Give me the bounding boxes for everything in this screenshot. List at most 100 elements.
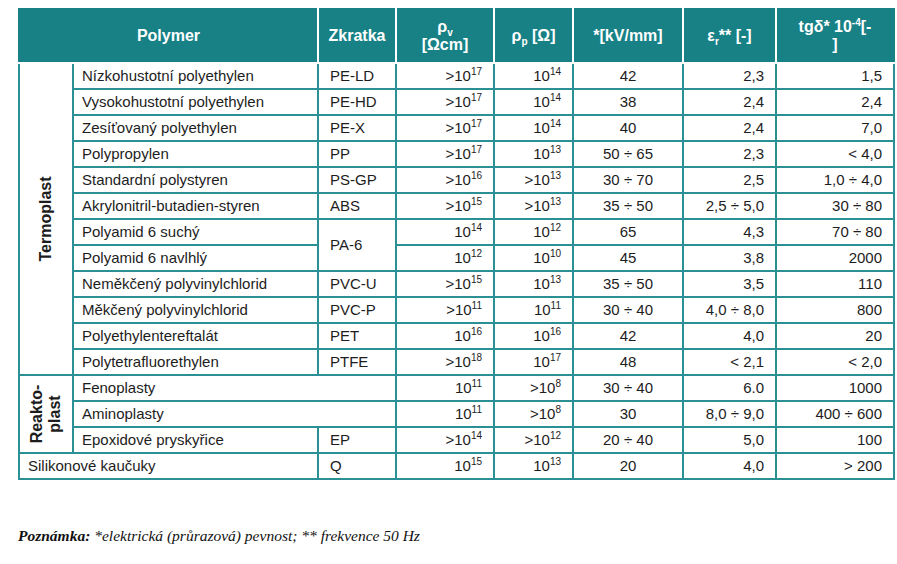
cell-strength: 40: [573, 115, 683, 141]
cell-strength: 50 ÷ 65: [573, 141, 683, 167]
cell-rho-v: 1012: [396, 245, 494, 271]
cell-rho-p: 1013: [494, 453, 573, 479]
cell-rho-p: 1011: [494, 297, 573, 323]
cell-strength: 45: [573, 245, 683, 271]
cell-rho-v: >1016: [396, 167, 494, 193]
column-header-zkratka: Zkratka: [318, 9, 396, 63]
cell-abbreviation: PET: [318, 323, 396, 349]
column-header-polymer: Polymer: [19, 9, 318, 63]
cell-rho-v: 1014: [396, 219, 494, 245]
table-row: Zesíťovaný polyethylenPE-X>10171014402,4…: [19, 115, 894, 141]
cell-rho-p: >1013: [494, 167, 573, 193]
cell-eps-r: 6.0: [683, 375, 776, 401]
cell-rho-v: 1011: [396, 375, 494, 401]
cell-eps-r: 3,8: [683, 245, 776, 271]
cell-rho-v: 1016: [396, 323, 494, 349]
table-row: Neměkčený polyvinylchloridPVC-U>10151013…: [19, 271, 894, 297]
cell-eps-r: 2,4: [683, 115, 776, 141]
cell-eps-r: 4,0 ÷ 8,0: [683, 297, 776, 323]
table-row: PolypropylenPP>1017101350 ÷ 652,3< 4,0: [19, 141, 894, 167]
footnote-text: *elektrická (průrazová) pevnost; ** frek…: [90, 527, 420, 544]
cell-strength: 30 ÷ 40: [573, 375, 683, 401]
cell-rho-p: 1014: [494, 63, 573, 89]
cell-tgd: 1000: [776, 375, 894, 401]
cell-category: Reakto- plast: [19, 375, 73, 453]
cell-rho-v: >1017: [396, 63, 494, 89]
cell-tgd: 30 ÷ 80: [776, 193, 894, 219]
table-row: Reakto- plastFenoplasty1011>10830 ÷ 406.…: [19, 375, 894, 401]
cell-rho-v: >1014: [396, 427, 494, 453]
cell-polymer-name: Neměkčený polyvinylchlorid: [73, 271, 318, 297]
cell-rho-v: >1015: [396, 271, 494, 297]
cell-abbreviation: EP: [318, 427, 396, 453]
cell-tgd: 2,4: [776, 89, 894, 115]
cell-eps-r: 2,4: [683, 89, 776, 115]
cell-abbreviation: PTFE: [318, 349, 396, 375]
cell-tgd: < 4,0: [776, 141, 894, 167]
footnote-label: Poznámka:: [18, 527, 90, 544]
column-header-rho-p: ρp [Ω]: [494, 9, 573, 63]
cell-tgd: < 2,0: [776, 349, 894, 375]
table-row: Měkčený polyvinylchloridPVC-P>1011101130…: [19, 297, 894, 323]
cell-strength: 48: [573, 349, 683, 375]
table-header: PolymerZkratkaρv[Ωcm]ρp [Ω]*[kV/mm]εr** …: [19, 9, 894, 63]
document-page: PolymerZkratkaρv[Ωcm]ρp [Ω]*[kV/mm]εr** …: [0, 0, 897, 564]
cell-abbreviation: PVC-U: [318, 271, 396, 297]
cell-abbreviation: PE-HD: [318, 89, 396, 115]
cell-tgd: 400 ÷ 600: [776, 401, 894, 427]
cell-eps-r: 8,0 ÷ 9,0: [683, 401, 776, 427]
cell-polymer-name: Nízkohustotní polyethylen: [73, 63, 318, 89]
cell-rho-p: 1013: [494, 141, 573, 167]
category-label: Termoplast: [37, 176, 55, 261]
cell-tgd: 2000: [776, 245, 894, 271]
cell-tgd: 7,0: [776, 115, 894, 141]
cell-tgd: 20: [776, 323, 894, 349]
cell-polymer-name: Fenoplasty: [73, 375, 396, 401]
cell-strength: 42: [573, 63, 683, 89]
cell-rho-p: >1012: [494, 427, 573, 453]
cell-abbreviation: Q: [318, 453, 396, 479]
cell-rho-p: >1013: [494, 193, 573, 219]
table-row: Akrylonitril-butadien-styrenABS>1015>101…: [19, 193, 894, 219]
cell-rho-v: 1011: [396, 401, 494, 427]
cell-rho-v: >1017: [396, 89, 494, 115]
cell-rho-v: >1015: [396, 193, 494, 219]
table-row: Epoxidové pryskyřiceEP>1014>101220 ÷ 405…: [19, 427, 894, 453]
footnote: Poznámka: *elektrická (průrazová) pevnos…: [18, 527, 420, 545]
cell-rho-p: 1017: [494, 349, 573, 375]
cell-rho-p: 1013: [494, 271, 573, 297]
table-row: Aminoplasty1011>108308,0 ÷ 9,0400 ÷ 600: [19, 401, 894, 427]
polymer-properties-table: PolymerZkratkaρv[Ωcm]ρp [Ω]*[kV/mm]εr** …: [18, 8, 895, 480]
cell-polymer-name: Silikonové kaučuky: [19, 453, 318, 479]
cell-rho-p: 1014: [494, 115, 573, 141]
category-label: Reakto- plast: [28, 385, 63, 444]
cell-tgd: 100: [776, 427, 894, 453]
cell-strength: 30 ÷ 40: [573, 297, 683, 323]
cell-eps-r: 2,3: [683, 141, 776, 167]
cell-strength: 30: [573, 401, 683, 427]
cell-rho-v: >1017: [396, 141, 494, 167]
table-row: PolytetrafluorethylenPTFE>1018101748< 2,…: [19, 349, 894, 375]
cell-strength: 38: [573, 89, 683, 115]
column-header-eps-r: εr** [-]: [683, 9, 776, 63]
cell-abbreviation: PS-GP: [318, 167, 396, 193]
cell-tgd: 1,5: [776, 63, 894, 89]
table-row: TermoplastNízkohustotní polyethylenPE-LD…: [19, 63, 894, 89]
cell-polymer-name: Zesíťovaný polyethylen: [73, 115, 318, 141]
cell-eps-r: 4,3: [683, 219, 776, 245]
cell-eps-r: 4,0: [683, 453, 776, 479]
cell-strength: 35 ÷ 50: [573, 193, 683, 219]
cell-abbreviation: PP: [318, 141, 396, 167]
cell-polymer-name: Polypropylen: [73, 141, 318, 167]
cell-eps-r: < 2,1: [683, 349, 776, 375]
cell-eps-r: 2,5: [683, 167, 776, 193]
cell-abbreviation: PVC-P: [318, 297, 396, 323]
cell-polymer-name: Polyamid 6 navlhlý: [73, 245, 318, 271]
cell-eps-r: 3,5: [683, 271, 776, 297]
table-row: Silikonové kaučukyQ10151013204,0> 200: [19, 453, 894, 479]
cell-category: Termoplast: [19, 63, 73, 375]
cell-abbreviation: PE-X: [318, 115, 396, 141]
cell-tgd: 110: [776, 271, 894, 297]
cell-polymer-name: Polyamid 6 suchý: [73, 219, 318, 245]
cell-rho-p: 1016: [494, 323, 573, 349]
